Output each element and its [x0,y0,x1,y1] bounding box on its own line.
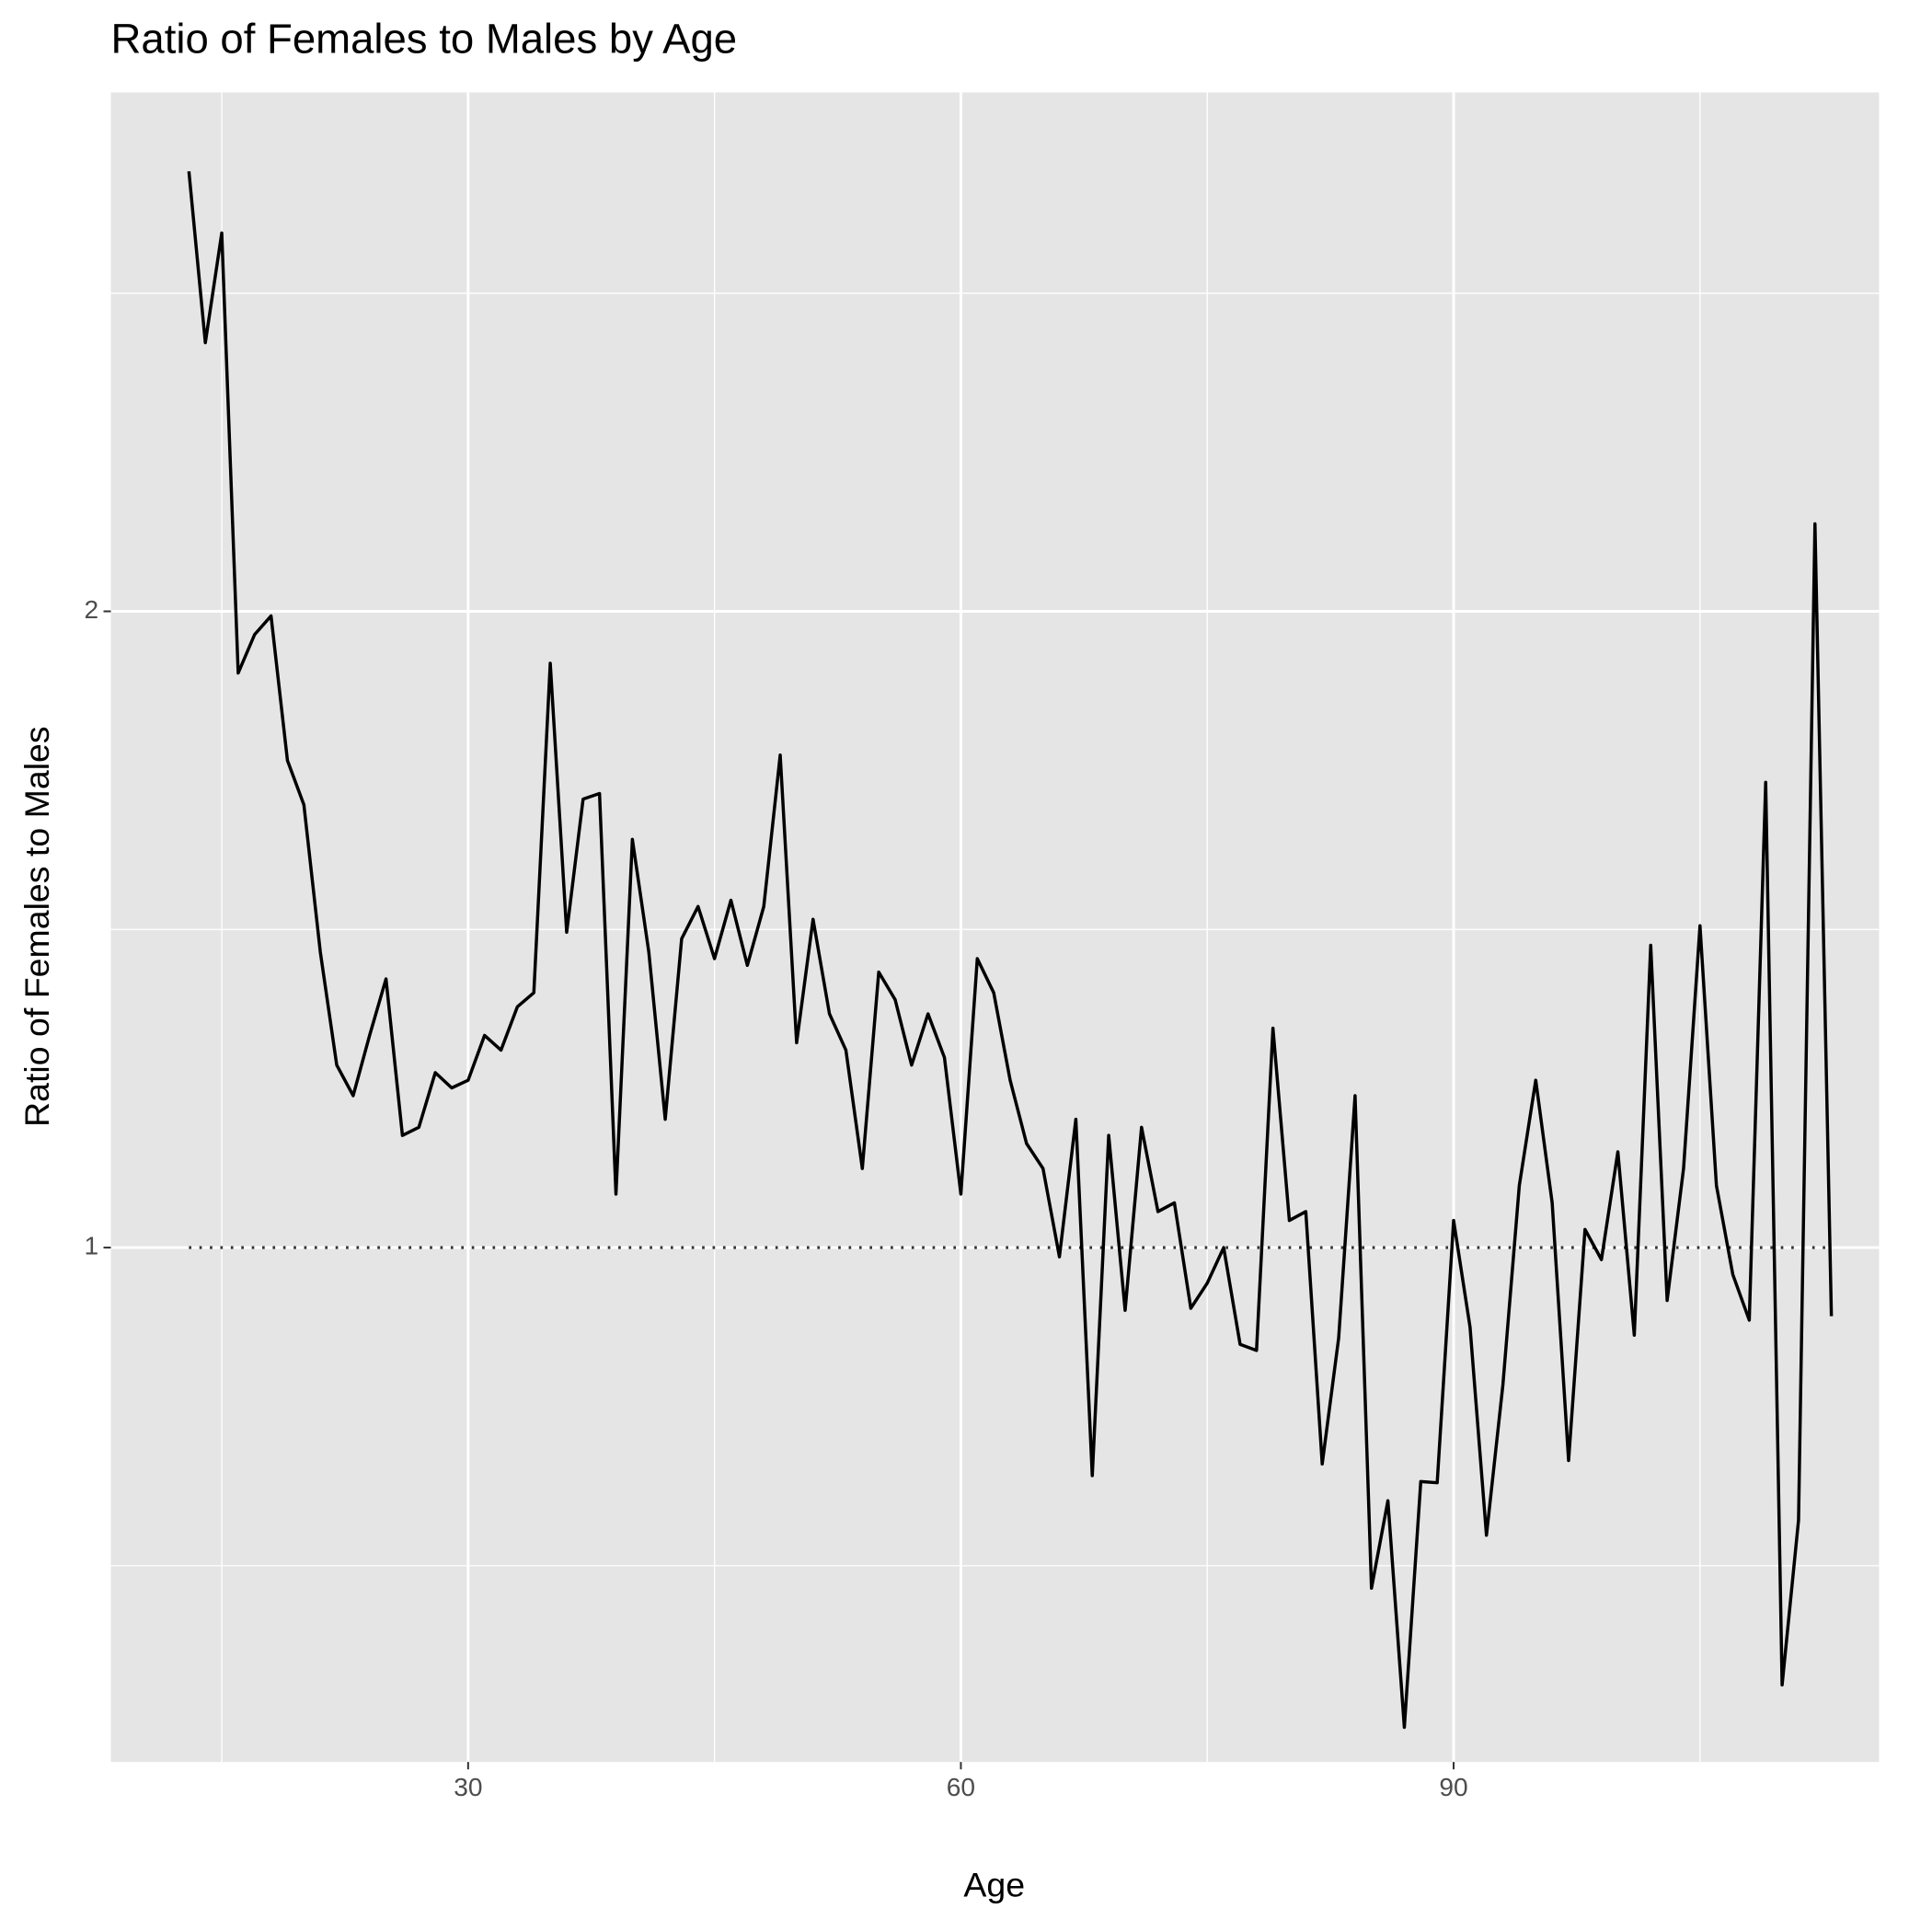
y-tick-label: 1 [85,1231,99,1259]
y-axis-label: Ratio of Females to Males [17,726,56,1127]
x-axis-label: Age [963,1866,1025,1904]
x-tick-label: 30 [454,1773,482,1801]
panel [110,92,1880,1763]
y-tick-label: 2 [85,595,99,624]
x-tick-label: 90 [1439,1773,1467,1801]
data-line [187,171,1834,1730]
x-tick-label: 60 [947,1773,975,1801]
chart-title: Ratio of Females to Males by Age [111,16,738,63]
